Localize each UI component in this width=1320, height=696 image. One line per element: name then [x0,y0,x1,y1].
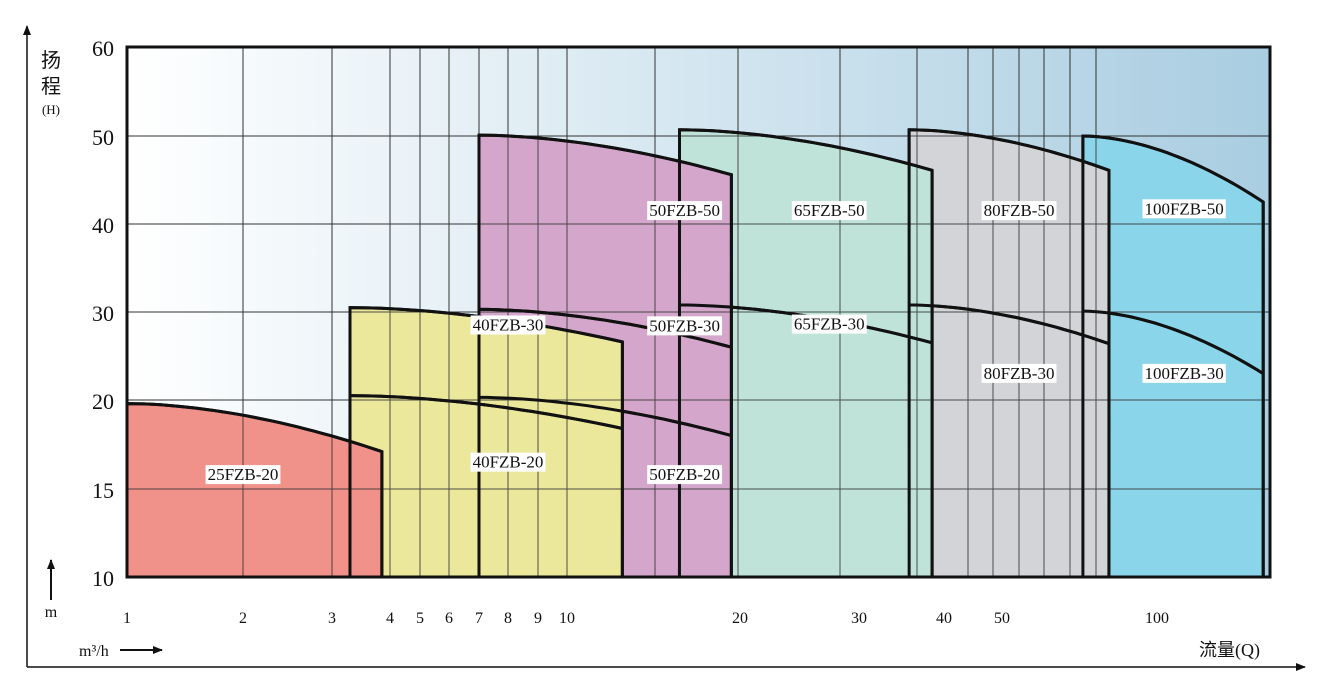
y-tick-label: 30 [92,301,114,326]
model-label: 100FZB-30 [1142,363,1226,383]
y-tick-label: 20 [92,389,114,414]
model-label-background [470,452,546,472]
svg-text:65FZB-30: 65FZB-30 [794,315,865,334]
x-tick-label: 5 [416,610,424,627]
x-tick-label: 30 [851,610,867,627]
svg-text:80FZB-30: 80FZB-30 [984,364,1055,383]
x-tick-label: 3 [328,610,336,627]
pump-region-80FZB [907,128,1111,579]
model-label: 65FZB-30 [791,314,867,334]
x-tick-label: 40 [936,610,952,627]
model-labels: 25FZB-20 40FZB-30 40FZB-20 50FZB-50 50FZB-30… [205,199,1226,485]
x-tick-label: 100 [1145,610,1169,627]
outline-65FZB-50 [677,128,934,578]
model-label-background [791,201,867,221]
model-label-background [647,465,723,485]
y-tick-label: 60 [92,36,114,61]
y-axis-label-char-2: 程 [41,75,61,98]
pump-region-40FZB [348,306,624,579]
model-label: 65FZB-50 [791,201,867,221]
model-label: 50FZB-20 [647,465,723,485]
svg-text:50FZB-20: 50FZB-20 [649,465,720,484]
svg-text:40FZB-20: 40FZB-20 [473,453,544,472]
outline-50FZB-20 [479,395,732,438]
x-axis-label: 流量(Q) [1199,640,1260,661]
x-tick-label: 6 [445,610,453,627]
model-label-background [205,465,281,485]
y-tick-label: 50 [92,125,114,150]
y-axis-label-char-1: 扬 [41,49,61,72]
outline-50FZB-50 [477,133,733,578]
y-tick-label: 10 [92,566,114,591]
outline-80FZB-50 [907,128,1111,578]
y-tick-labels: 10 15 20 30 40 50 60 [92,36,114,591]
outline-100FZB-50 [1081,134,1265,578]
x-tick-label: 10 [559,610,575,627]
model-label: 25FZB-20 [205,465,281,485]
svg-text:65FZB-50: 65FZB-50 [794,201,865,220]
outline-25FZB-20 [125,402,384,578]
model-label-background [470,315,546,335]
svg-text:80FZB-50: 80FZB-50 [984,201,1055,220]
x-tick-labels: 1 2 3 4 5 6 7 8 9 10 20 30 40 50 100 [123,610,1169,627]
model-label: 50FZB-50 [647,201,723,221]
outline-50FZB-30 [479,307,732,349]
model-label-background [791,314,867,334]
model-label: 40FZB-30 [470,315,546,335]
svg-text:25FZB-20: 25FZB-20 [208,465,279,484]
svg-text:50FZB-30: 50FZB-30 [649,316,720,335]
model-label-background [1142,363,1226,383]
y-tick-label: 40 [92,213,114,238]
svg-text:50FZB-50: 50FZB-50 [649,201,720,220]
x-tick-label: 9 [534,610,542,627]
model-label-background [647,316,723,336]
x-tick-label: 2 [239,610,247,627]
outline-100FZB-30 [1082,309,1264,375]
y-axis-unit-label: (H) [42,102,60,117]
model-label: 80FZB-30 [981,363,1057,383]
x-tick-label: 50 [994,610,1010,627]
svg-text:100FZB-50: 100FZB-50 [1144,199,1223,218]
model-label: 100FZB-50 [1142,199,1226,219]
x-tick-label: 8 [504,610,512,627]
plot-frame [125,45,1272,579]
pump-region-fill [907,128,1111,579]
model-label: 80FZB-50 [981,201,1057,221]
x-tick-label: 7 [475,610,483,627]
outline-80FZB-30 [909,303,1110,346]
x-tick-label: 4 [386,610,394,627]
svg-text:100FZB-30: 100FZB-30 [1144,364,1223,383]
y-tick-label: 15 [92,478,114,503]
x-tick-label: 1 [123,610,131,627]
y-unit-label: m [45,604,58,621]
model-label: 40FZB-20 [470,452,546,472]
pump-region-fill [348,306,624,579]
model-label: 50FZB-30 [647,316,723,336]
x-tick-label: 20 [732,610,748,627]
model-label-background [981,363,1057,383]
model-label-background [647,201,723,221]
outline-40FZB-20 [349,394,623,430]
x-unit-label: m³/h [79,643,109,660]
svg-text:40FZB-30: 40FZB-30 [473,315,544,334]
model-label-background [1142,199,1226,219]
model-label-background [981,201,1057,221]
